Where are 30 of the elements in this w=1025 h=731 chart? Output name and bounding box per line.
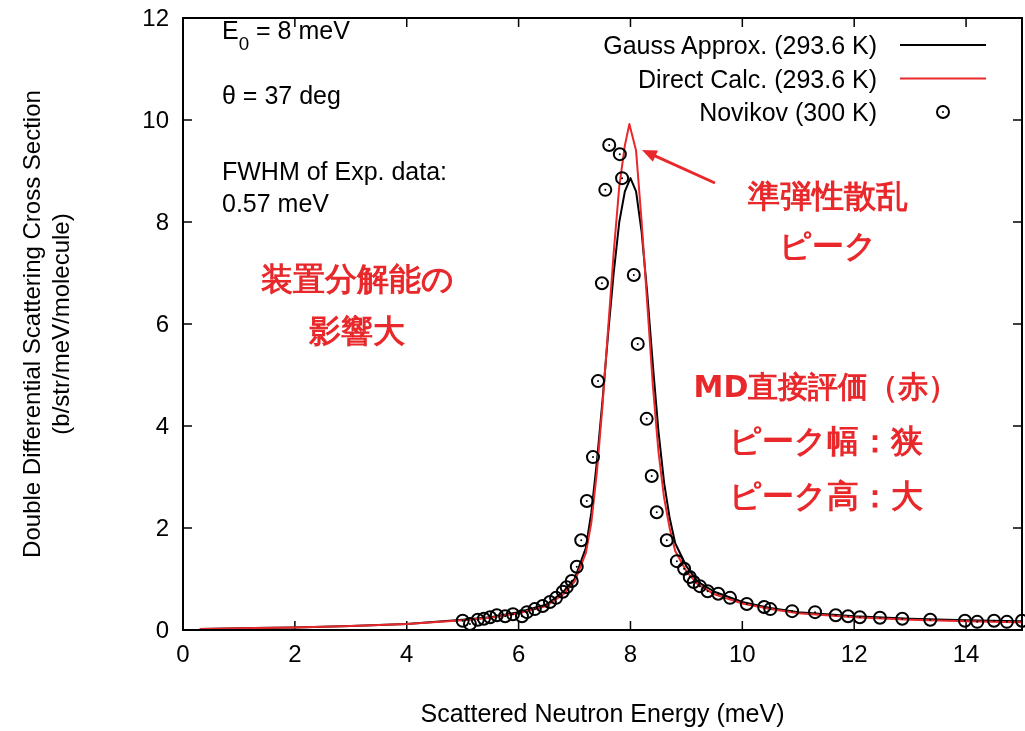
y-tick-label: 4 <box>155 412 169 439</box>
annotation: ピーク幅：狭 <box>729 422 923 460</box>
y-tick-label: 2 <box>155 514 169 541</box>
annotation: 影響大 <box>308 312 405 350</box>
annotation: ピーク高：大 <box>729 477 923 515</box>
x-tick-label: 2 <box>288 640 302 667</box>
x-tick-label: 14 <box>952 640 980 667</box>
x-tick-label: 0 <box>176 640 190 667</box>
y-tick-label: 10 <box>142 106 169 133</box>
annotation: 準弾性散乱 <box>747 177 908 215</box>
y-tick-label: 8 <box>155 208 169 235</box>
annotation: θ = 37 deg <box>222 81 341 109</box>
x-tick-label: 8 <box>623 640 638 667</box>
annotation: MD直接評価（赤） <box>693 369 959 404</box>
y-tick-label: 0 <box>155 616 169 643</box>
x-tick-label: 12 <box>840 640 868 667</box>
legend-label: Direct Calc. (293.6 K) <box>638 64 877 93</box>
y-tick-label: 6 <box>155 310 169 337</box>
annotation: ピーク <box>779 227 877 265</box>
y-axis-title: Double Differential Scattering Cross Section (b/str/meV/molecule) <box>18 90 74 558</box>
annotation: 装置分解能の <box>259 260 454 298</box>
x-axis-title: Scattered Neutron Energy (meV) <box>420 699 785 727</box>
annotation: FWHM of Exp. data: 0.57 meV <box>222 157 448 217</box>
x-tick-label: 10 <box>728 640 756 667</box>
legend-label: Gauss Approx. (293.6 K) <box>603 31 877 59</box>
x-tick-label: 4 <box>400 640 414 667</box>
legend-label: Novikov (300 K) <box>699 98 877 126</box>
y-tick-label: 12 <box>142 4 169 31</box>
x-tick-label: 6 <box>511 640 526 667</box>
annotation: E$_{0}$ = 8 meV <box>222 16 351 54</box>
